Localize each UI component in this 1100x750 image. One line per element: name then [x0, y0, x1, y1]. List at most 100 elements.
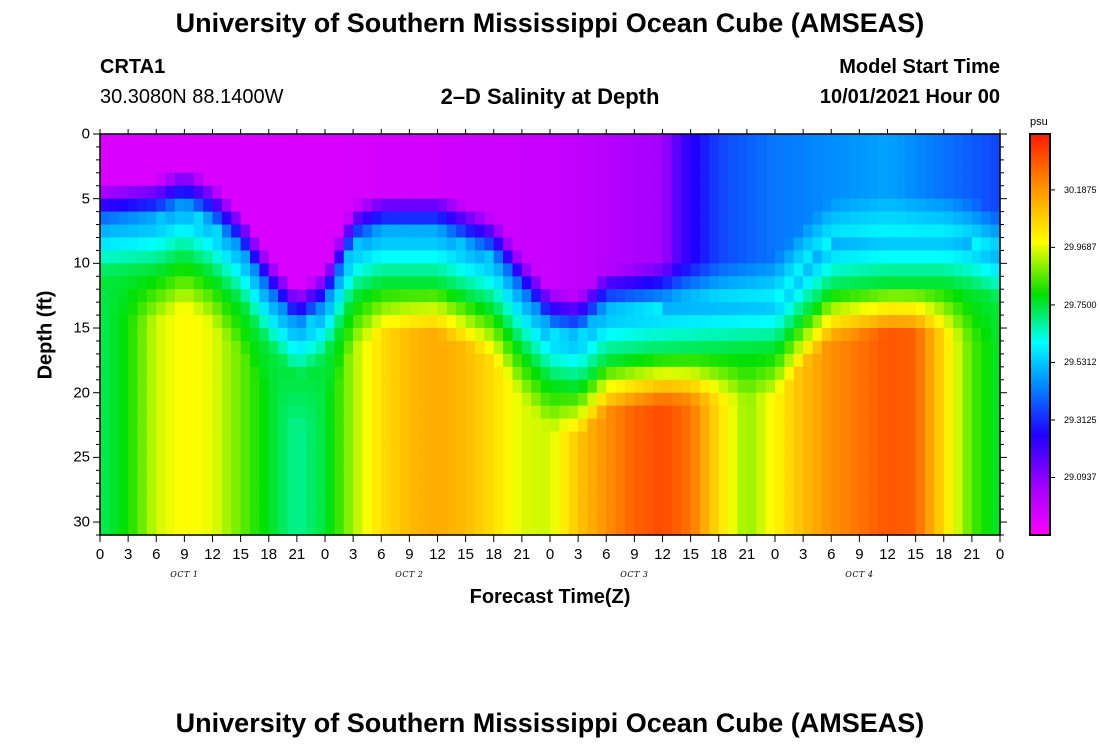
heatmap-cell [400, 159, 410, 174]
heatmap-cell [700, 315, 710, 329]
heatmap-cell [625, 405, 635, 420]
heatmap-cell [100, 172, 110, 187]
heatmap-cell [793, 418, 804, 433]
heatmap-cell [418, 302, 429, 316]
heatmap-cell [221, 457, 232, 471]
heatmap-cell [803, 353, 814, 368]
heatmap-cell [840, 302, 851, 316]
heatmap-cell [728, 302, 739, 316]
heatmap-cell [550, 289, 560, 303]
heatmap-cell [934, 237, 945, 252]
heatmap-cell [728, 353, 739, 368]
heatmap-cell [925, 457, 935, 471]
heatmap-cell [109, 366, 120, 381]
heatmap-cell [925, 134, 935, 148]
heatmap-cell [953, 483, 964, 497]
heatmap-cell [100, 237, 110, 252]
heatmap-cell [915, 328, 926, 342]
heatmap-cell [212, 134, 223, 148]
heatmap-cell [109, 483, 120, 497]
heatmap-cell [484, 276, 495, 290]
heatmap-cell [128, 263, 139, 277]
heatmap-cell [840, 289, 851, 303]
heatmap-cell [306, 237, 317, 252]
heatmap-cell [475, 211, 485, 226]
heatmap-cell [353, 224, 364, 239]
heatmap-cell [306, 172, 317, 187]
heatmap-cell [381, 134, 392, 148]
heatmap-cell [306, 431, 317, 446]
heatmap-cell [681, 224, 692, 239]
heatmap-cell [596, 302, 607, 316]
heatmap-cell [371, 276, 382, 290]
heatmap-cell [175, 340, 185, 355]
heatmap-cell [653, 134, 664, 148]
heatmap-cell [709, 470, 720, 484]
heatmap-cell [850, 328, 860, 342]
heatmap-cell [737, 315, 748, 329]
heatmap-cell [390, 237, 401, 252]
heatmap-cell [493, 237, 504, 252]
heatmap-cell [512, 302, 523, 316]
heatmap-cell [559, 211, 570, 226]
heatmap-cell [212, 172, 223, 187]
heatmap-cell [746, 211, 757, 226]
heatmap-cell [906, 366, 917, 381]
heatmap-cell [615, 185, 626, 200]
heatmap-cell [109, 509, 120, 523]
heatmap-cell [446, 172, 457, 187]
heatmap-cell [812, 315, 823, 329]
heatmap-cell [746, 444, 757, 458]
heatmap-cell [400, 340, 410, 355]
heatmap-cell [456, 379, 467, 394]
heatmap-cell [400, 237, 410, 252]
heatmap-cell [746, 146, 757, 161]
heatmap-cell [887, 418, 898, 433]
heatmap-cell [250, 250, 260, 264]
heatmap-cell [503, 211, 514, 226]
x-tick-label: 0 [95, 546, 105, 563]
heatmap-cell [925, 444, 935, 458]
heatmap-cell [306, 276, 317, 290]
heatmap-cell [137, 444, 148, 458]
heatmap-cell [175, 185, 185, 200]
heatmap-cell [943, 496, 954, 510]
heatmap-cell [859, 276, 870, 290]
heatmap-cell [409, 159, 420, 174]
heatmap-cell [671, 483, 682, 497]
heatmap-cell [793, 522, 804, 536]
heatmap-cell [540, 224, 551, 239]
heatmap-cell [746, 457, 757, 471]
heatmap-cell [456, 522, 467, 536]
heatmap-cell [718, 379, 729, 394]
heatmap-cell [325, 509, 335, 523]
heatmap-cell [100, 328, 110, 342]
heatmap-cell [718, 340, 729, 355]
heatmap-cell [296, 237, 307, 252]
heatmap-cell [493, 379, 504, 394]
heatmap-cell [756, 172, 767, 187]
heatmap-cell [812, 483, 823, 497]
heatmap-cell [212, 237, 223, 252]
heatmap-cell [296, 405, 307, 420]
heatmap-cell [728, 509, 739, 523]
heatmap-cell [840, 340, 851, 355]
heatmap-cell [775, 159, 785, 174]
heatmap-cell [503, 470, 514, 484]
heatmap-cell [343, 328, 354, 342]
heatmap-cell [962, 483, 973, 497]
heatmap-cell [428, 483, 439, 497]
heatmap-cell [615, 470, 626, 484]
x-tick-label: 0 [995, 546, 1005, 563]
heatmap-cell [906, 237, 917, 252]
heatmap-cell [390, 392, 401, 407]
heatmap-cell [128, 470, 139, 484]
heatmap-cell [700, 289, 710, 303]
heatmap-cell [587, 496, 598, 510]
heatmap-cell [906, 185, 917, 200]
heatmap-cell [671, 134, 682, 148]
heatmap-cell [671, 172, 682, 187]
heatmap-cell [268, 470, 279, 484]
heatmap-cell [737, 134, 748, 148]
heatmap-cell [653, 315, 664, 329]
